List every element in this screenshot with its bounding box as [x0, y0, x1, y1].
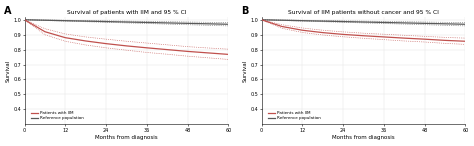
Legend: Patients with IIM, Reference population: Patients with IIM, Reference population [268, 111, 321, 120]
X-axis label: Months from diagnosis: Months from diagnosis [95, 135, 158, 140]
Text: A: A [4, 6, 12, 16]
Text: B: B [241, 6, 248, 16]
X-axis label: Months from diagnosis: Months from diagnosis [332, 135, 395, 140]
Y-axis label: Survival: Survival [243, 59, 247, 82]
Title: Survival of IIM patients without cancer and 95 % CI: Survival of IIM patients without cancer … [288, 10, 439, 15]
Title: Survival of patients with IIM and 95 % CI: Survival of patients with IIM and 95 % C… [67, 10, 186, 15]
Y-axis label: Survival: Survival [6, 59, 10, 82]
Legend: Patients with IIM, Reference population: Patients with IIM, Reference population [31, 111, 84, 120]
